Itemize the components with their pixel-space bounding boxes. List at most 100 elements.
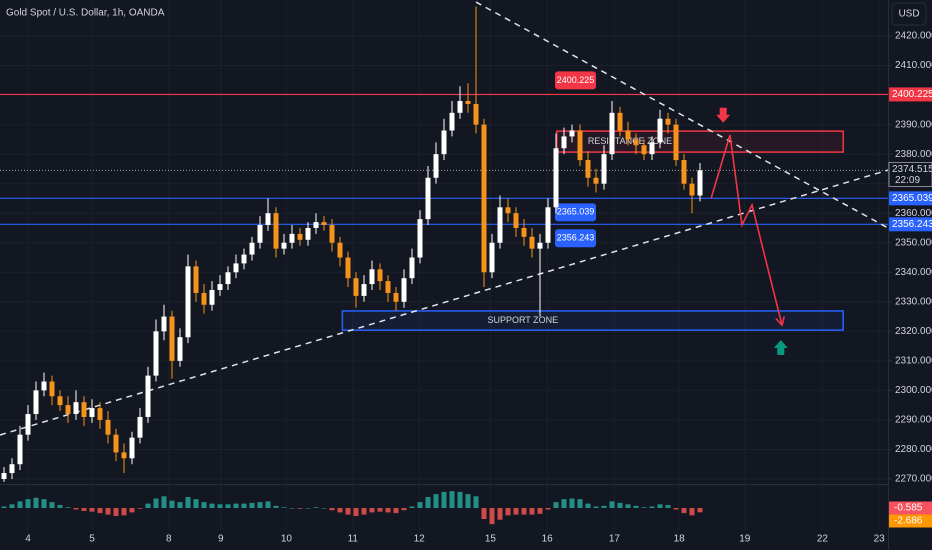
candle-body bbox=[217, 284, 223, 290]
macd-bar bbox=[41, 499, 47, 508]
zone-label: SUPPORT ZONE bbox=[487, 315, 558, 325]
macd-bar bbox=[521, 508, 527, 515]
macd-tag bbox=[889, 514, 932, 528]
candle-body bbox=[393, 292, 399, 302]
candle-body bbox=[417, 219, 423, 258]
candle-body bbox=[97, 408, 103, 420]
candle-body bbox=[321, 222, 327, 226]
candle-body bbox=[241, 254, 247, 264]
candle-body bbox=[193, 266, 199, 293]
candle-body bbox=[449, 112, 455, 131]
candle-body bbox=[665, 118, 671, 125]
candle-body bbox=[145, 375, 151, 417]
macd-bar bbox=[113, 508, 119, 517]
arrow bbox=[716, 107, 731, 123]
candle-body bbox=[505, 207, 511, 214]
macd-bar bbox=[1, 506, 7, 508]
macd-tag-label: -2.686 bbox=[894, 516, 923, 527]
x-tick-label: 16 bbox=[542, 534, 554, 545]
candle-body bbox=[185, 266, 191, 338]
candle-body bbox=[537, 242, 543, 249]
macd-bar bbox=[617, 502, 623, 508]
macd-bar bbox=[401, 508, 407, 511]
candle-body bbox=[257, 225, 263, 243]
candle-body bbox=[473, 103, 479, 125]
macd-bar bbox=[57, 505, 63, 508]
level-tag bbox=[889, 217, 932, 232]
currency-button[interactable] bbox=[891, 2, 927, 26]
last-price-label: 2374.515 bbox=[892, 164, 932, 175]
level-tag bbox=[889, 191, 932, 206]
x-tick-label: 19 bbox=[739, 534, 751, 545]
macd-bar bbox=[417, 502, 423, 508]
macd-bar bbox=[321, 508, 327, 509]
macd-bar bbox=[601, 505, 607, 508]
level-callout-label: 2365.039 bbox=[557, 207, 595, 217]
x-tick-label: 4 bbox=[25, 534, 31, 545]
candle-body bbox=[385, 281, 391, 293]
y-tick-label: 2360.000 bbox=[895, 208, 932, 219]
candle-body bbox=[313, 222, 319, 228]
macd-bar bbox=[465, 494, 471, 508]
macd-bar bbox=[393, 508, 399, 514]
x-tick-label: 11 bbox=[348, 534, 359, 545]
candle-body bbox=[65, 405, 71, 415]
macd-bar bbox=[497, 508, 503, 520]
chart-title: Gold Spot / U.S. Dollar, 1h, OANDA bbox=[6, 8, 165, 19]
y-tick-label: 2320.000 bbox=[895, 326, 932, 337]
candle-body bbox=[441, 130, 447, 155]
macd-tag bbox=[889, 501, 932, 515]
y-tick-label: 2280.000 bbox=[895, 444, 932, 455]
candle-body bbox=[481, 124, 487, 273]
candle-body bbox=[401, 278, 407, 302]
candle-body bbox=[249, 242, 255, 255]
candle-body bbox=[497, 207, 503, 243]
macd-bar bbox=[97, 508, 103, 514]
macd-bar bbox=[353, 508, 359, 517]
macd-bar bbox=[553, 502, 559, 508]
macd-bar bbox=[545, 508, 551, 510]
candle-body bbox=[289, 233, 295, 243]
projection-path bbox=[710, 134, 783, 326]
y-tick-label: 2290.000 bbox=[895, 415, 932, 426]
macd-bar bbox=[313, 507, 319, 508]
candle-body bbox=[689, 183, 695, 196]
candle-body bbox=[113, 434, 119, 453]
candle-body bbox=[609, 112, 615, 155]
y-tick-label: 2410.000 bbox=[895, 60, 932, 71]
macd-bar bbox=[225, 504, 231, 508]
y-tick-label: 2310.000 bbox=[895, 355, 932, 366]
level-tag-label: 2400.225 bbox=[892, 89, 932, 100]
macd-bar bbox=[609, 501, 615, 508]
macd-bar bbox=[697, 508, 703, 513]
candle-body bbox=[561, 136, 567, 149]
candle-body bbox=[25, 414, 31, 435]
macd-bar bbox=[537, 508, 543, 514]
macd-bar bbox=[145, 503, 151, 508]
macd-bar bbox=[329, 508, 335, 511]
macd-bar bbox=[569, 498, 575, 508]
candle-body bbox=[345, 257, 351, 279]
macd-bar bbox=[305, 508, 311, 509]
arrow bbox=[773, 339, 788, 355]
candle-body bbox=[465, 100, 471, 104]
macd-bar bbox=[449, 491, 455, 508]
candle-body bbox=[305, 227, 311, 240]
y-tick-label: 2340.000 bbox=[895, 267, 932, 278]
macd-bar bbox=[297, 508, 303, 509]
macd-bar bbox=[241, 503, 247, 508]
macd-bar bbox=[577, 499, 583, 508]
macd-bar bbox=[641, 507, 647, 508]
macd-bar bbox=[105, 508, 111, 515]
macd-bar bbox=[457, 491, 463, 508]
candle-body bbox=[409, 257, 415, 279]
currency-label[interactable]: USD bbox=[898, 9, 919, 20]
candle-body bbox=[153, 331, 159, 376]
y-tick-label: 2300.000 bbox=[895, 385, 932, 396]
candle-body bbox=[81, 402, 87, 417]
trendline bbox=[475, 1, 889, 229]
macd-bar bbox=[689, 508, 695, 516]
candle-body bbox=[41, 381, 47, 391]
